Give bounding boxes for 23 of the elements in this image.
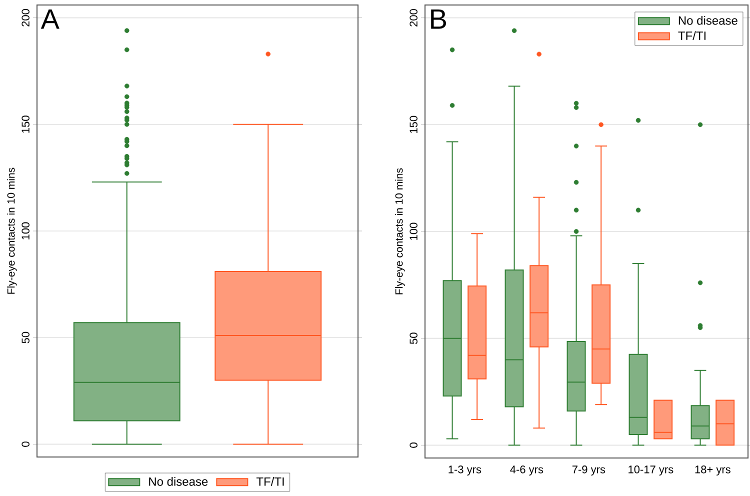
y-tick-label: 50 [22, 332, 30, 344]
x-tick-label: 7-9 yrs [572, 466, 606, 476]
x-tick-label: 1-3 yrs [448, 466, 482, 476]
y-axis-title: Fly-eye contacts in 10 mins [7, 168, 17, 294]
y-tick-label: 100 [410, 222, 418, 240]
x-tick-label: 18+ yrs [695, 466, 730, 476]
y-tick-label: 150 [22, 116, 30, 133]
y-axis-title: Fly-eye contacts in 10 mins [395, 168, 405, 294]
y-tick-label: 200 [410, 9, 418, 26]
y-tick-label: 0 [22, 442, 30, 447]
x-tick-label: 10-17 yrs [628, 466, 674, 476]
legend-label: No disease [149, 477, 208, 486]
x-tick-label: 4-6 yrs [510, 466, 544, 476]
y-tick-label: 200 [22, 9, 30, 26]
legend-label: TF/TI [256, 477, 284, 486]
y-tick-label: 50 [410, 332, 418, 344]
y-tick-label: 0 [410, 442, 418, 448]
legend-label: TF/TI [678, 31, 706, 40]
chart-title: A [40, 9, 60, 29]
chart-title: B [431, 9, 446, 29]
legend-label: No disease [678, 16, 738, 25]
y-tick-label: 100 [22, 222, 30, 240]
y-tick-label: 150 [410, 116, 418, 134]
